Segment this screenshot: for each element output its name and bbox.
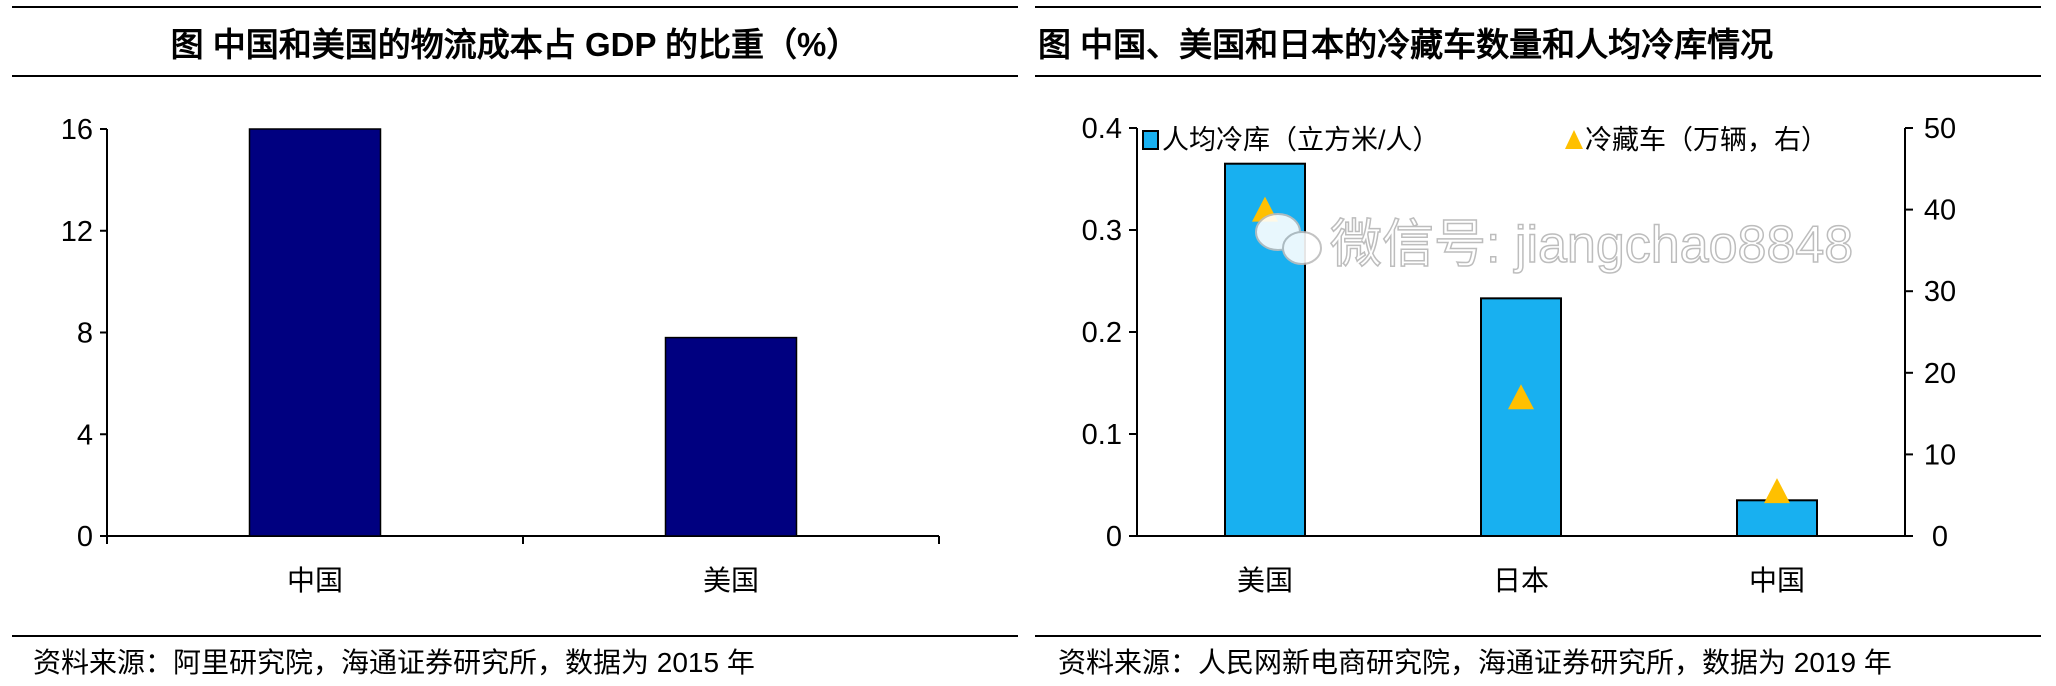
y-tick-label: 4: [77, 419, 93, 451]
y-tick-label: 8: [77, 318, 93, 350]
watermark: 微信号: jiangchao8848: [1330, 216, 1853, 274]
right-y-tick-label: 50: [1924, 113, 1956, 145]
triangle-marker-2: [1764, 478, 1790, 504]
right-y-tick-label: 0: [1932, 521, 1948, 553]
y-tick-label: 0: [77, 521, 93, 553]
right-panel: 图 中国、美国和日本的冷藏车数量和人均冷库情况 0 0.1 0.2 0.3 0.4 0 10…: [1035, 6, 2041, 678]
right-y-tick-label: 40: [1924, 195, 1956, 227]
y-tick-label: 12: [61, 216, 93, 248]
right-chart-title: 图 中国、美国和日本的冷藏车数量和人均冷库情况: [1038, 26, 1773, 63]
right-y-tick-label: 10: [1924, 439, 1956, 471]
legend-triangle-swatch: [1565, 130, 1583, 149]
left-y-tick-label: 0.1: [1082, 419, 1122, 451]
right-y-tick-label: 20: [1924, 358, 1956, 390]
bar-1: [664, 336, 798, 537]
left-y-tick-label: 0.2: [1082, 317, 1122, 349]
left-plot-area: 0 4 8 12 16 中国 美国: [61, 114, 940, 596]
x-category-label: 日本: [1493, 565, 1549, 596]
x-category-label: 美国: [703, 565, 759, 596]
bar-2: [1736, 499, 1818, 537]
wechat-logo-icon: [1255, 213, 1322, 265]
legend-label-reefer-trucks: 冷藏车（万辆，右）: [1585, 125, 1828, 155]
legend-bar-swatch: [1142, 130, 1159, 150]
left-y-tick-label: 0.4: [1082, 113, 1122, 145]
legend: 人均冷库（立方米/人） 冷藏车（万辆，右）: [1142, 125, 1828, 155]
left-source-note: 资料来源：阿里研究院，海通证券研究所，数据为 2015 年: [33, 647, 755, 678]
x-category-label: 中国: [1749, 565, 1805, 596]
left-panel: 图 中国和美国的物流成本占 GDP 的比重（%） 0 4 8 12 16 中国 美国 资料来…: [12, 6, 1018, 678]
right-source-note: 资料来源：人民网新电商研究院，海通证券研究所，数据为 2019 年: [1058, 647, 1892, 678]
left-y-tick-label: 0: [1106, 521, 1122, 553]
right-y-tick-label: 30: [1924, 276, 1956, 308]
left-y-tick-label: 0.3: [1082, 215, 1122, 247]
x-category-label: 中国: [287, 565, 343, 596]
triangle-marker-1: [1508, 384, 1534, 410]
bar-1: [1480, 297, 1562, 537]
legend-label-cold-storage: 人均冷库（立方米/人）: [1162, 125, 1440, 155]
bar-0: [248, 128, 382, 537]
y-tick-label: 16: [61, 114, 93, 146]
left-chart-title: 图 中国和美国的物流成本占 GDP 的比重（%）: [171, 26, 860, 63]
x-category-label: 美国: [1237, 565, 1293, 596]
right-plot-area: 0 0.1 0.2 0.3 0.4 0 10 20 30 40 50 美国 日本 中国: [1082, 113, 1956, 596]
